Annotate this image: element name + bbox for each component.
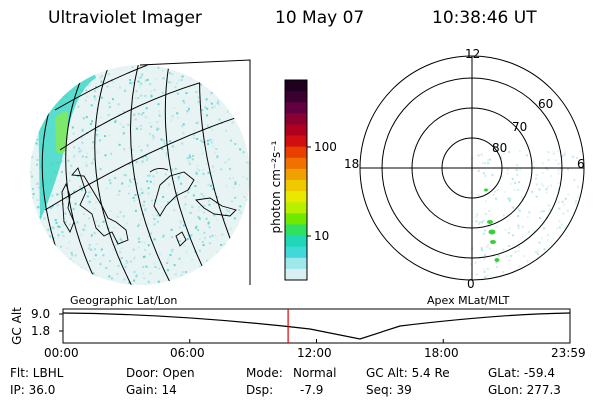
mlt-label-12: 12 bbox=[465, 47, 481, 61]
status-gain: Gain: 14 bbox=[126, 383, 177, 397]
date-label: 10 May 07 bbox=[275, 8, 365, 28]
timeline-ytick-9: 9.0 bbox=[31, 307, 51, 321]
altitude-curve bbox=[62, 312, 571, 340]
colorbar-cell bbox=[285, 224, 307, 237]
lat-label-70: 70 bbox=[512, 120, 528, 134]
colorbar-cell bbox=[285, 257, 307, 270]
timeline-ylabel: GC Alt bbox=[10, 307, 24, 345]
status-mode-label: Mode: bbox=[246, 366, 283, 380]
coastlines bbox=[61, 167, 237, 247]
colorbar-cell bbox=[285, 180, 307, 192]
colorbar-cell bbox=[285, 80, 307, 92]
right-panel-caption: Apex MLat/MLT bbox=[427, 294, 510, 307]
colorbar-cell bbox=[285, 91, 307, 103]
status-gc-alt: GC Alt: 5.4 Re bbox=[366, 366, 450, 380]
colorbar-cell bbox=[285, 191, 307, 203]
colorbar-tick-100: 100 bbox=[314, 140, 337, 154]
colorbar-cell bbox=[285, 113, 307, 125]
colorbar-cell bbox=[285, 124, 307, 137]
colorbar-cell bbox=[285, 157, 307, 170]
mlt-label-6: 6 bbox=[577, 157, 585, 171]
colorbar-cell bbox=[285, 146, 307, 159]
status-ip: IP: 36.0 bbox=[10, 383, 56, 397]
timeline-xtick-1200: 12:00 bbox=[297, 346, 332, 360]
timeline-xtick-0000: 00:00 bbox=[44, 346, 79, 360]
status-flt: Flt: LBHL bbox=[10, 366, 64, 380]
colorbar-cell bbox=[285, 213, 307, 225]
colorbar-cell bbox=[285, 268, 307, 281]
mlt-label-0: 0 bbox=[467, 277, 475, 291]
status-seq: Seq: 39 bbox=[366, 383, 412, 397]
colorbar-tick-10: 10 bbox=[314, 229, 330, 243]
polar-plot bbox=[359, 55, 585, 281]
timeline-ytick-1-8: 1.8 bbox=[31, 324, 51, 338]
colorbar-cell bbox=[285, 102, 307, 114]
geographic-image bbox=[30, 59, 251, 285]
colorbar-cell bbox=[285, 168, 307, 181]
status-glon: GLon: 277.3 bbox=[488, 383, 561, 397]
mlt-label-18: 18 bbox=[344, 157, 360, 171]
status-mode-value: Normal bbox=[293, 366, 337, 380]
timeline-xtick-0600: 06:00 bbox=[170, 346, 205, 360]
colorbar-cell bbox=[285, 135, 307, 148]
colorbar-cell bbox=[285, 235, 307, 248]
instrument-title: Ultraviolet Imager bbox=[48, 8, 202, 28]
aurora-spots bbox=[484, 188, 500, 262]
left-panel-caption: Geographic Lat/Lon bbox=[70, 294, 178, 307]
colorbar-unit-label: photon cm⁻²s⁻¹ bbox=[269, 140, 283, 234]
colorbar-cell bbox=[285, 202, 307, 214]
colorbar-cell bbox=[285, 246, 307, 259]
status-dsp-value: -7.9 bbox=[300, 383, 324, 397]
timeline-xtick-2359: 23:59 bbox=[551, 346, 586, 360]
status-glat: GLat: -59.4 bbox=[488, 366, 555, 380]
timeline-xtick-1800: 18:00 bbox=[424, 346, 459, 360]
status-dsp-label: Dsp: bbox=[246, 383, 274, 397]
lat-label-60: 60 bbox=[538, 97, 554, 111]
timeline-x-ticks bbox=[62, 339, 571, 343]
altitude-timeline bbox=[59, 308, 571, 344]
color-bar bbox=[284, 79, 311, 281]
status-door: Door: Open bbox=[126, 366, 195, 380]
lat-label-80: 80 bbox=[492, 141, 508, 155]
time-label: 10:38:46 UT bbox=[432, 8, 537, 28]
